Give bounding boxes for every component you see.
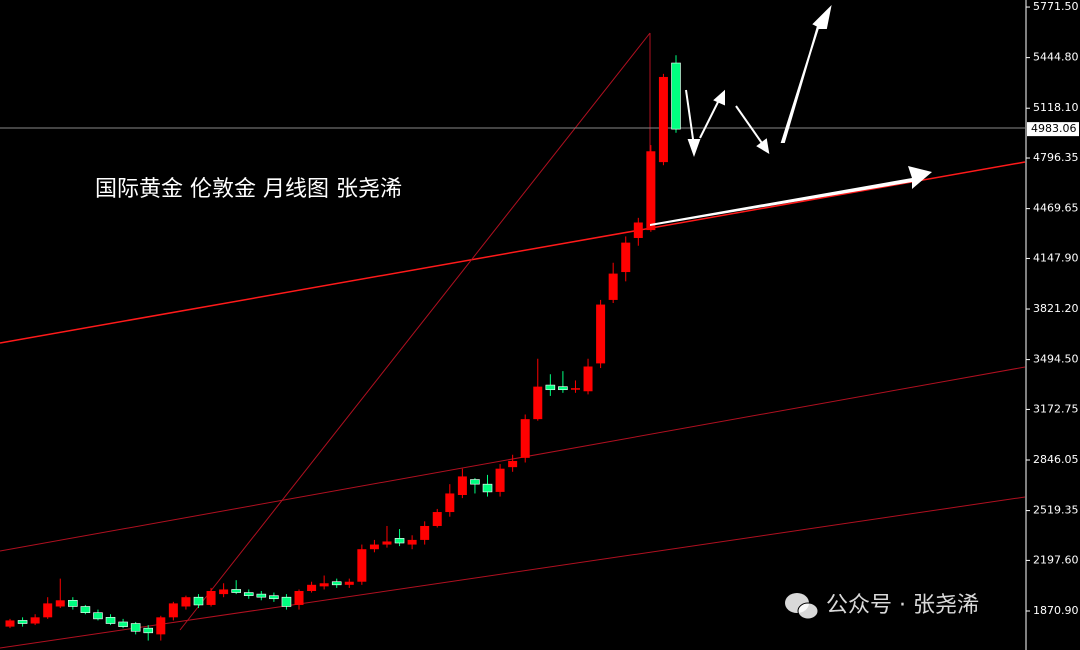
y-tick-label: 3172.75 bbox=[1033, 402, 1079, 415]
candle-body bbox=[256, 593, 267, 598]
candle-body bbox=[156, 617, 166, 635]
last-price-label: 4983.06 bbox=[1031, 122, 1077, 135]
candle-body bbox=[294, 591, 304, 605]
y-tick-label: 4796.35 bbox=[1033, 151, 1079, 164]
y-tick-label: 2846.05 bbox=[1033, 453, 1079, 466]
chart-title: 国际黄金 伦敦金 月线图 张尧浠 bbox=[95, 177, 402, 202]
candle-body bbox=[382, 541, 392, 545]
trend-line bbox=[0, 161, 1026, 344]
axis-panel bbox=[1026, 0, 1080, 650]
candle-body bbox=[181, 597, 191, 607]
y-tick-label: 2519.35 bbox=[1033, 504, 1079, 517]
candle-body bbox=[55, 600, 65, 607]
candle-body bbox=[457, 476, 467, 496]
candle-body bbox=[193, 596, 204, 606]
candle-body bbox=[319, 583, 329, 587]
candle-body bbox=[495, 468, 505, 492]
candle-body bbox=[43, 603, 53, 618]
y-tick-label: 4147.90 bbox=[1033, 251, 1079, 264]
candle-body bbox=[394, 538, 405, 544]
candle-body bbox=[105, 617, 116, 624]
candle-body bbox=[130, 623, 141, 632]
candle-body bbox=[68, 599, 78, 607]
candle-body bbox=[621, 242, 631, 273]
candle-body bbox=[80, 606, 91, 613]
candle-body bbox=[17, 620, 28, 624]
candle-body bbox=[143, 627, 154, 634]
candle-body bbox=[331, 581, 342, 586]
candle-body bbox=[570, 388, 580, 390]
candle-body bbox=[558, 386, 568, 391]
candle-body bbox=[482, 483, 493, 493]
candle-body bbox=[633, 222, 643, 238]
candle-body bbox=[545, 384, 556, 391]
watermark: 公众号 · 张尧浠 bbox=[785, 593, 979, 620]
candle-body bbox=[231, 589, 241, 593]
candle-body bbox=[583, 366, 593, 392]
candle-body bbox=[369, 544, 379, 550]
candle-body bbox=[596, 304, 606, 364]
y-tick-label: 3821.20 bbox=[1033, 302, 1079, 315]
candles bbox=[5, 55, 681, 641]
candle-body bbox=[5, 620, 15, 627]
watermark-text: 公众号 · 张尧浠 bbox=[826, 593, 979, 618]
candle-body bbox=[445, 493, 455, 513]
fan-line bbox=[179, 32, 651, 631]
candle-body bbox=[243, 592, 254, 596]
candle-body bbox=[344, 581, 354, 585]
candle-body bbox=[533, 386, 543, 420]
y-tick-label: 4469.65 bbox=[1033, 202, 1079, 215]
candle-body bbox=[219, 589, 229, 595]
y-tick-label: 5118.10 bbox=[1033, 101, 1079, 114]
candle-body bbox=[646, 151, 656, 231]
candle-body bbox=[206, 591, 216, 605]
candle-body bbox=[269, 595, 279, 600]
candle-body bbox=[520, 419, 530, 458]
candle-body bbox=[118, 621, 128, 627]
candle-body bbox=[407, 539, 417, 545]
last-price-box bbox=[1027, 122, 1079, 137]
candle-body bbox=[168, 603, 178, 618]
candle-body bbox=[508, 460, 518, 468]
candle-body bbox=[281, 596, 292, 607]
candle-body bbox=[420, 525, 430, 540]
candle-body bbox=[658, 76, 668, 163]
y-tick-label: 2197.60 bbox=[1033, 553, 1079, 566]
candle-body bbox=[432, 512, 442, 526]
arrow bbox=[650, 166, 932, 226]
y-axis-ticks: 5771.50 5444.80 5118.10 4796.35 4469.65 4147.… bbox=[1026, 0, 1079, 617]
channel-line bbox=[0, 496, 1026, 649]
candle-body bbox=[307, 584, 317, 592]
y-tick-label: 5771.50 bbox=[1033, 0, 1079, 13]
arrows bbox=[685, 4, 832, 157]
candle-body bbox=[608, 273, 618, 300]
y-tick-label: 3494.50 bbox=[1033, 353, 1079, 366]
candle-body bbox=[671, 62, 681, 130]
y-tick-label: 5444.80 bbox=[1033, 51, 1079, 64]
candle-body bbox=[30, 617, 40, 624]
candle-body bbox=[357, 549, 367, 582]
y-tick-label: 1870.90 bbox=[1033, 604, 1079, 617]
candle-body bbox=[93, 612, 103, 620]
candle-body bbox=[470, 479, 480, 485]
